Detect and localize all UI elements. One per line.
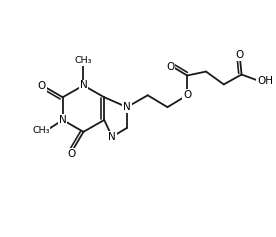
Text: O: O [38,81,46,91]
Text: O: O [166,62,174,72]
Text: OH: OH [257,77,273,87]
Text: CH₃: CH₃ [75,56,92,65]
Text: O: O [235,50,244,60]
Text: O: O [183,90,191,100]
Text: N: N [79,80,87,90]
Text: N: N [108,132,116,142]
Text: CH₃: CH₃ [32,126,50,135]
Text: O: O [67,149,76,159]
Text: N: N [59,115,67,125]
Text: N: N [123,102,131,112]
